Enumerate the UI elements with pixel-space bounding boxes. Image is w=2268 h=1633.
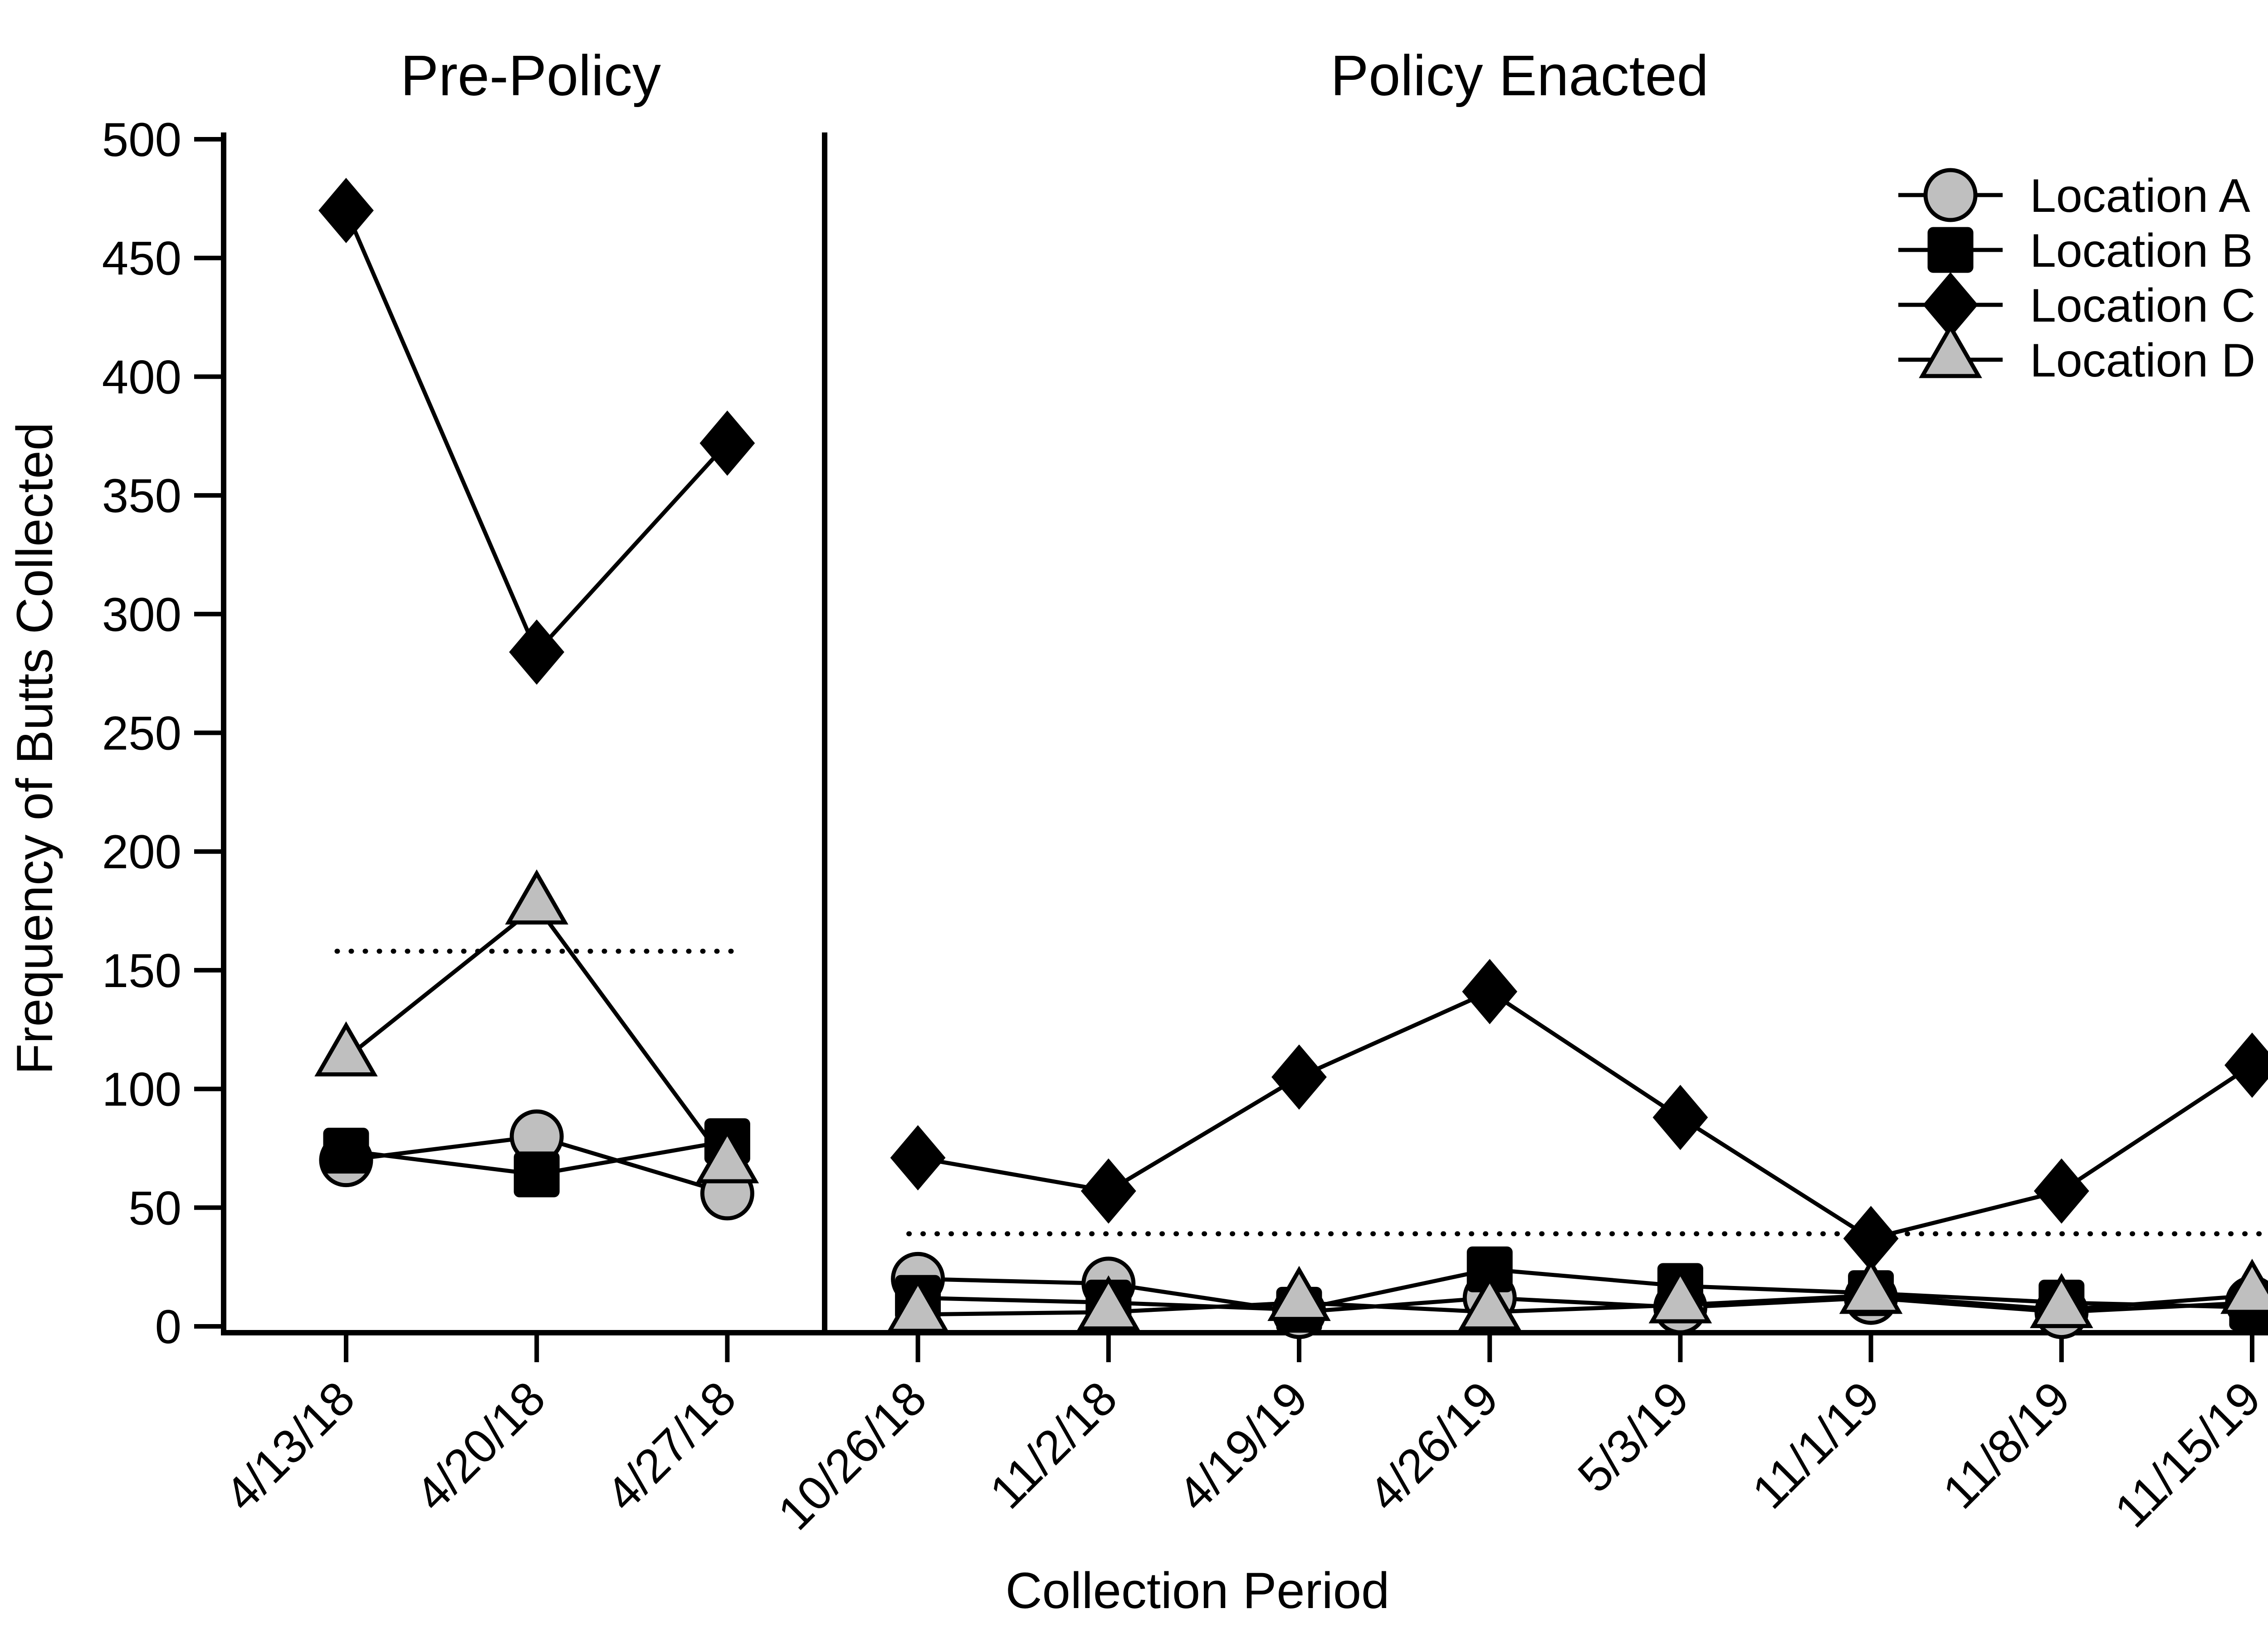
triangle-marker-icon bbox=[1267, 1266, 1331, 1321]
square-marker-icon bbox=[1927, 227, 1974, 273]
diamond-marker-icon bbox=[2033, 1158, 2089, 1224]
legend: Location A Location B Location C Locatio… bbox=[1898, 168, 2255, 387]
diamond-marker-icon bbox=[1652, 1085, 1708, 1150]
series-line-location-c bbox=[344, 210, 729, 656]
y-tick-label: 500 bbox=[102, 113, 181, 166]
triangle-marker-icon bbox=[2220, 1258, 2268, 1314]
diamond-marker-icon bbox=[1462, 959, 1518, 1024]
square-marker-icon bbox=[323, 1128, 369, 1174]
x-tick-label: 11/8/19 bbox=[1933, 1372, 2080, 1519]
legend-label-location-a: Location A bbox=[2030, 170, 2250, 222]
x-tick-label: 11/1/19 bbox=[1742, 1372, 1890, 1519]
triangle-marker-icon bbox=[1648, 1268, 1712, 1324]
x-tick-label: 11/2/18 bbox=[980, 1372, 1127, 1519]
y-tick-label: 400 bbox=[102, 351, 181, 404]
y-tick-label: 250 bbox=[102, 707, 181, 760]
diamond-marker-icon bbox=[509, 619, 565, 685]
legend-item-location-c: Location C bbox=[1898, 272, 2255, 337]
triangle-marker-icon bbox=[505, 869, 568, 925]
legend-label-location-b: Location B bbox=[2030, 225, 2253, 277]
series-line-location-c bbox=[917, 989, 2253, 1241]
legend-label-location-c: Location C bbox=[2030, 279, 2255, 332]
y-axis-title: Frequency of Butts Collected bbox=[6, 422, 63, 1075]
square-marker-icon bbox=[513, 1151, 560, 1198]
legend-item-location-b: Location B bbox=[1898, 225, 2253, 277]
x-tick-label: 4/13/18 bbox=[215, 1372, 365, 1521]
y-tick-label: 200 bbox=[102, 826, 181, 879]
diamond-marker-icon bbox=[1080, 1158, 1136, 1224]
y-tick-label: 50 bbox=[128, 1182, 181, 1235]
triangle-marker-icon bbox=[695, 1128, 759, 1183]
triangle-marker-icon bbox=[1077, 1275, 1140, 1331]
diamond-marker-icon bbox=[890, 1125, 946, 1191]
y-tick-label: 100 bbox=[102, 1063, 181, 1116]
y-tick-label: 0 bbox=[155, 1301, 181, 1354]
legend-label-location-d: Location D bbox=[2030, 334, 2255, 387]
y-tick-label: 450 bbox=[102, 232, 181, 285]
diamond-marker-icon bbox=[2224, 1032, 2268, 1098]
triangle-marker-icon bbox=[2030, 1273, 2093, 1328]
diamond-marker-icon bbox=[1271, 1044, 1327, 1110]
triangle-marker-icon bbox=[1839, 1258, 1903, 1314]
legend-item-location-a: Location A bbox=[1898, 168, 2250, 222]
series-line-location-d bbox=[918, 1293, 2253, 1317]
diamond-marker-icon bbox=[318, 178, 374, 243]
triangle-marker-icon bbox=[1919, 323, 1982, 378]
pre-policy-section-title: Pre-Policy bbox=[401, 44, 661, 108]
series-line-location-a bbox=[918, 1276, 2253, 1315]
legend-item-location-d: Location D bbox=[1898, 323, 2255, 387]
x-tick-label: 4/19/19 bbox=[1168, 1372, 1318, 1521]
y-tick-label: 300 bbox=[102, 588, 181, 641]
circle-marker-icon bbox=[1923, 168, 1978, 222]
x-tick-label: 5/3/19 bbox=[1568, 1372, 1699, 1503]
x-tick-label: 4/27/18 bbox=[596, 1372, 746, 1521]
x-tick-label: 10/26/18 bbox=[768, 1372, 937, 1540]
diamond-marker-icon bbox=[699, 410, 755, 476]
series-line-location-b bbox=[918, 1267, 2253, 1312]
triangle-marker-icon bbox=[886, 1277, 950, 1333]
x-axis-title: Collection Period bbox=[1006, 1562, 1390, 1619]
triangle-marker-icon bbox=[1458, 1275, 1521, 1331]
x-tick-label: 11/15/19 bbox=[2105, 1372, 2268, 1538]
triangle-marker-icon bbox=[314, 1021, 378, 1077]
y-tick-label: 150 bbox=[102, 944, 181, 997]
y-tick-label: 350 bbox=[102, 469, 181, 523]
x-tick-label: 4/26/19 bbox=[1359, 1372, 1508, 1521]
x-tick-label: 4/20/18 bbox=[406, 1372, 555, 1521]
policy-enacted-section-title: Policy Enacted bbox=[1330, 44, 1708, 108]
